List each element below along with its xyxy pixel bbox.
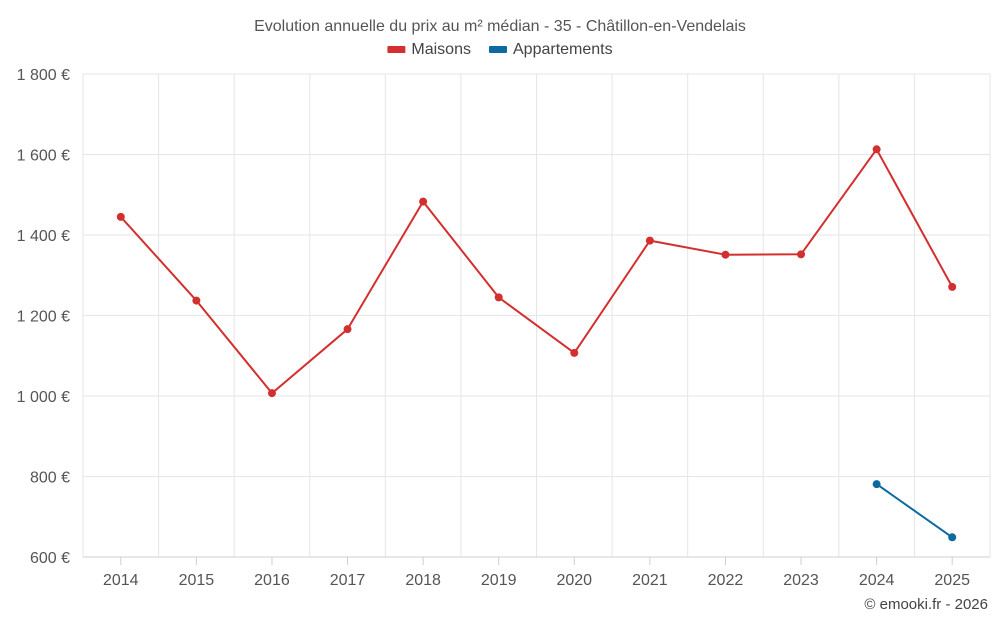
x-tick-label: 2024 [859,572,895,589]
data-point[interactable] [494,293,503,302]
data-point[interactable] [645,236,654,245]
x-tick-label: 2014 [103,572,139,589]
series-line [120,148,954,395]
data-point[interactable] [872,480,881,489]
series-layer [116,145,957,542]
legend-label: Maisons [411,41,471,58]
x-tick-label: 2023 [783,572,819,589]
data-point[interactable] [948,533,957,542]
data-point[interactable] [419,197,428,206]
x-tick-label: 2020 [556,572,592,589]
x-tick-label: 2025 [934,572,970,589]
legend-item[interactable]: Appartements [489,41,613,58]
x-tick-label: 2016 [254,572,290,589]
data-point[interactable] [948,282,957,291]
x-axis: 2014 2015 2016 2017 2018 2019 2020 2021 2022 2023… [83,556,990,589]
data-point[interactable] [721,250,730,259]
x-tick-label: 2022 [708,572,744,589]
data-point[interactable] [872,145,881,154]
chart-title: Evolution annuelle du prix au m² médian … [254,18,746,35]
y-tick-label: 800 € [30,470,70,487]
credit-text: © emooki.fr - 2026 [864,596,988,613]
y-tick-label: 1 800 € [17,67,70,84]
data-point[interactable] [797,250,806,259]
x-tick-label: 2021 [632,572,668,589]
legend-item[interactable]: Maisons [387,41,471,58]
x-tick-label: 2018 [405,572,441,589]
legend-swatch [489,46,507,53]
grid [82,73,991,558]
y-tick-label: 1 000 € [17,389,70,406]
series-maisons [116,145,957,398]
legend-label: Appartements [513,41,613,58]
data-point[interactable] [116,212,125,221]
y-tick-label: 1 600 € [17,148,70,165]
series-line [876,483,953,539]
series-appartements [872,480,957,542]
legend: Maisons Appartements [387,41,613,58]
data-point[interactable] [343,325,352,334]
x-tick-label: 2015 [179,572,215,589]
x-tick-label: 2019 [481,572,517,589]
legend-swatch [387,46,406,53]
y-tick-label: 1 400 € [17,228,70,245]
y-tick-label: 1 200 € [17,309,70,326]
x-tick-label: 2017 [330,572,366,589]
data-point[interactable] [192,296,201,305]
data-point[interactable] [267,389,276,398]
data-point[interactable] [570,348,579,357]
y-axis: 600 € 800 € 1 000 € 1 200 € 1 400 € 1 600 € 1 … [17,67,70,567]
y-tick-label: 600 € [30,550,70,567]
